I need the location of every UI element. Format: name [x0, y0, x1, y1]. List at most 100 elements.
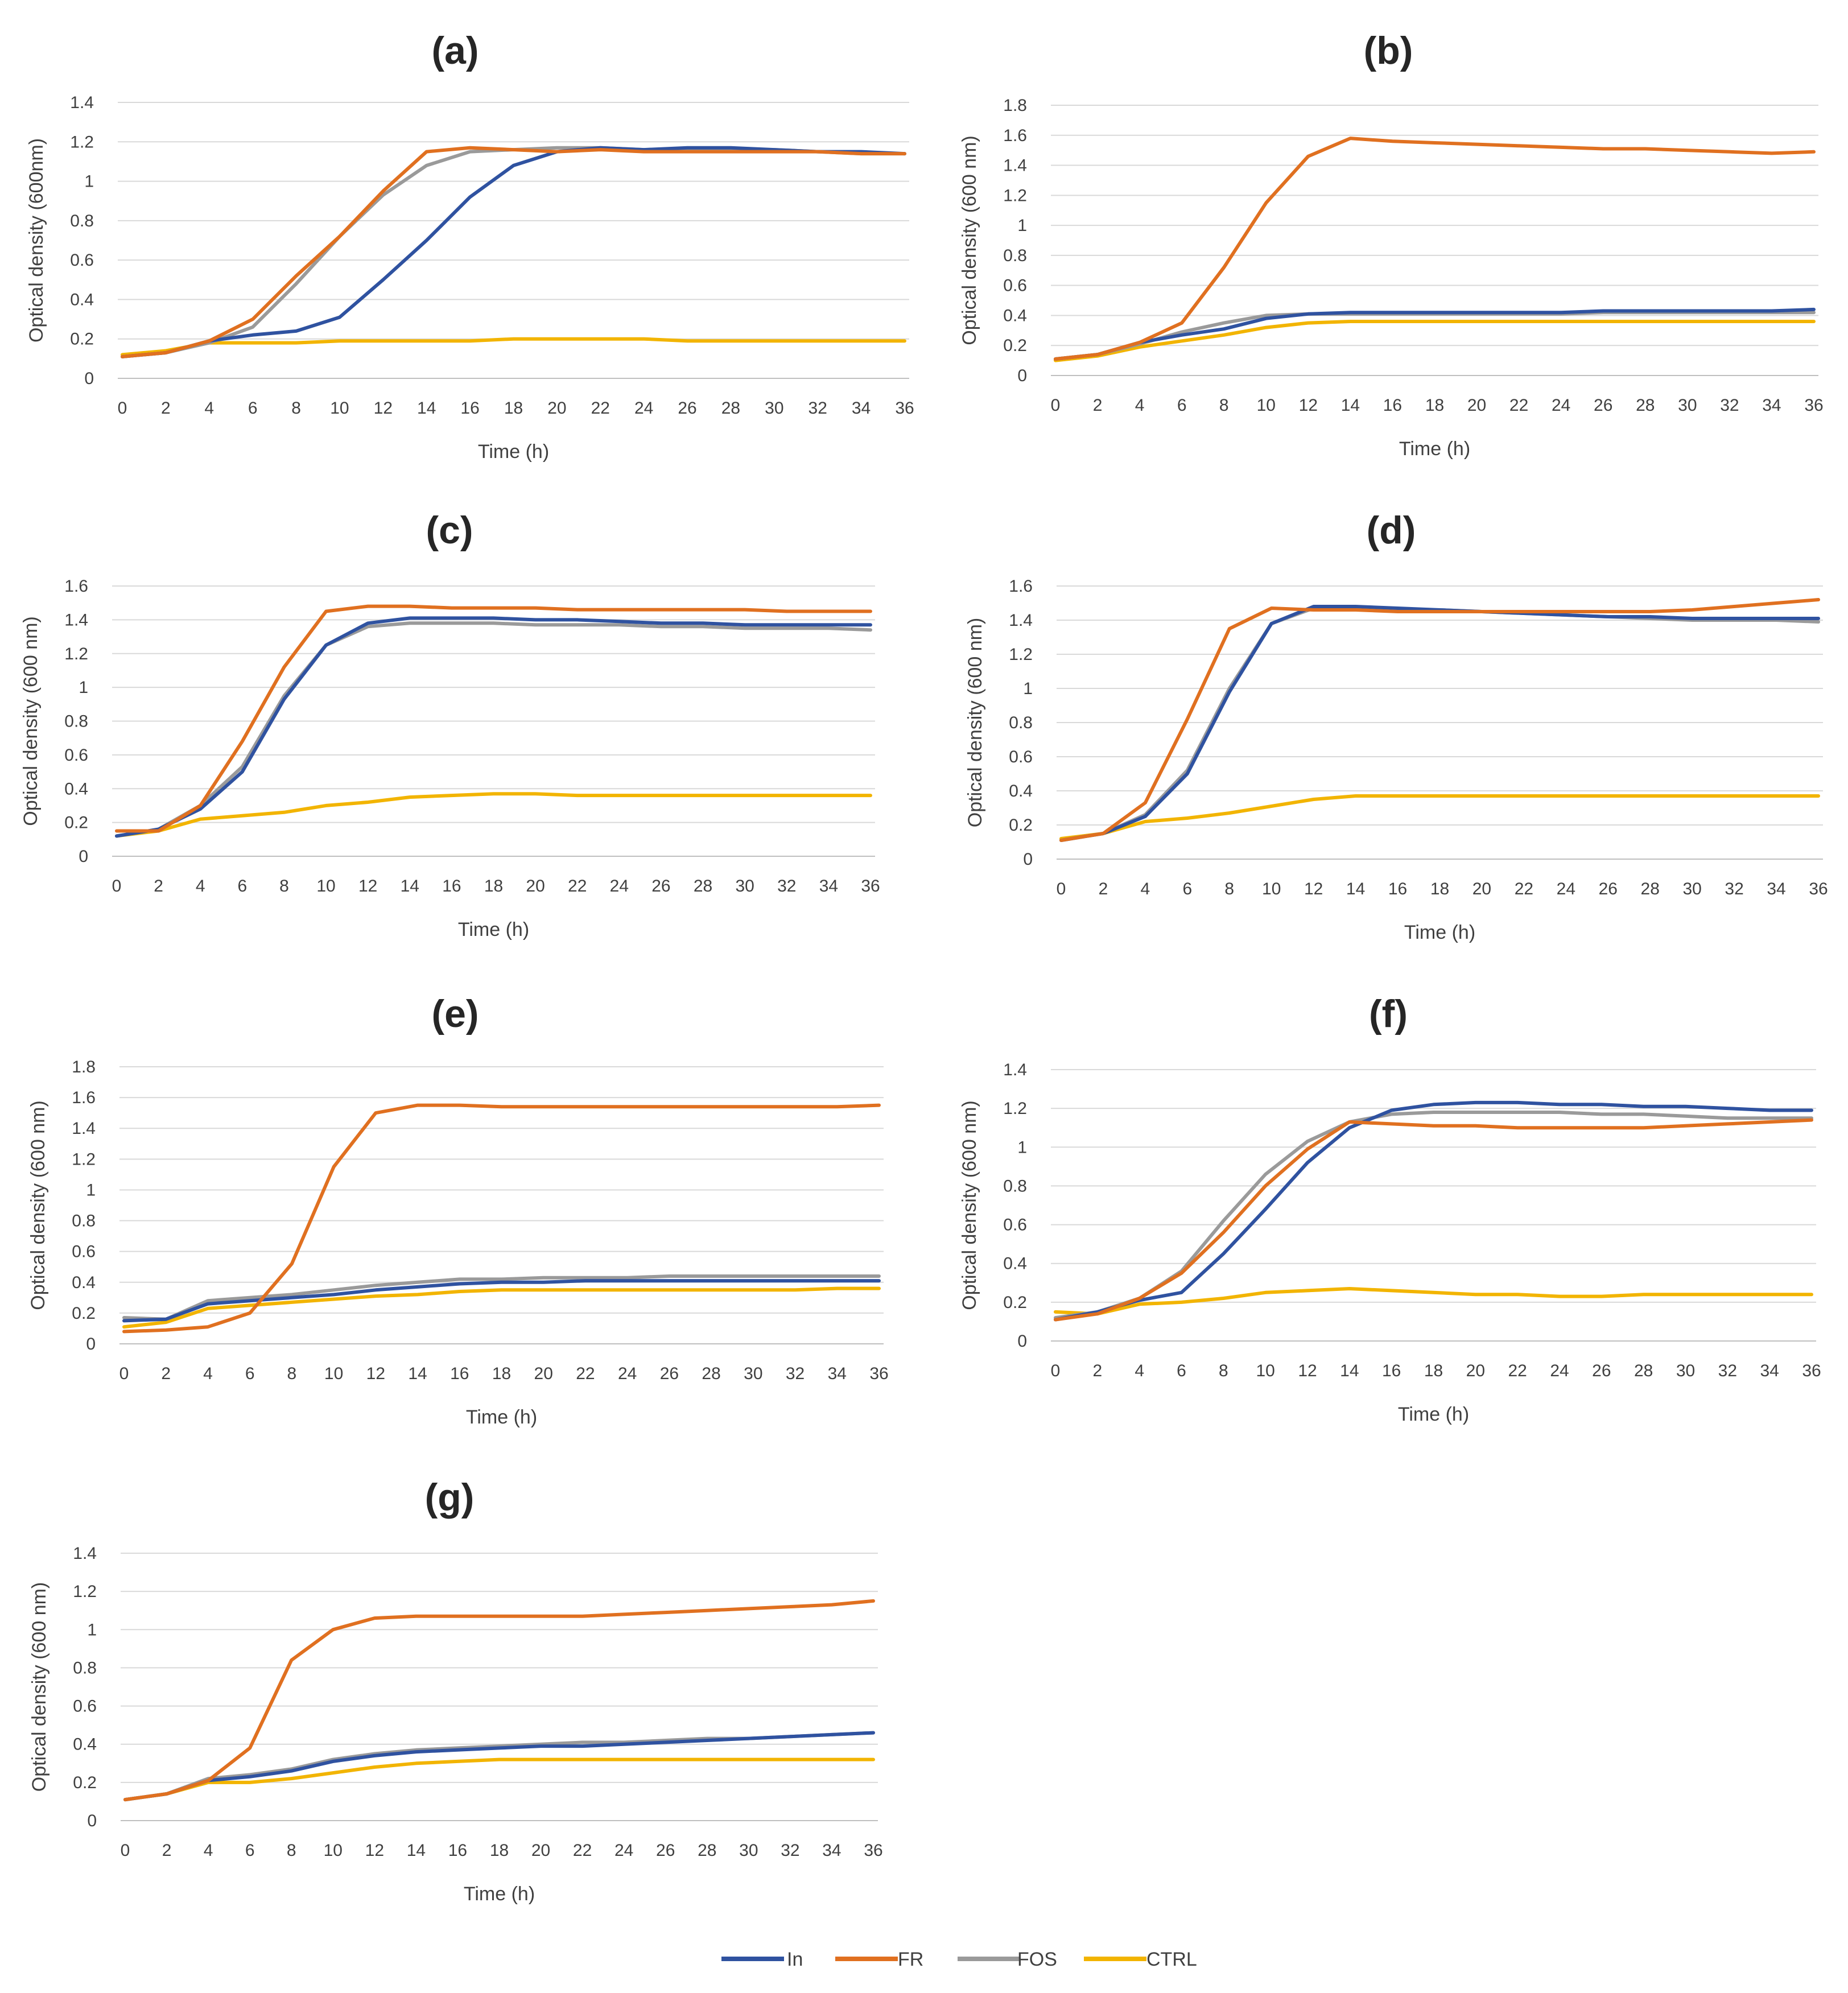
x-tick-label: 10 — [1262, 880, 1281, 898]
x-tick-label: 32 — [1725, 880, 1743, 898]
y-tick-label: 0.8 — [1003, 1177, 1027, 1195]
x-tick-label: 22 — [573, 1841, 592, 1860]
x-tick-label: 24 — [1550, 1361, 1569, 1380]
y-tick-label: 1.2 — [1003, 186, 1027, 205]
y-tick-label: 0.6 — [1003, 1216, 1027, 1235]
series-line-fr — [1054, 1118, 1813, 1322]
series-line-in — [1054, 1100, 1813, 1322]
x-tick-label: 16 — [1383, 396, 1402, 415]
x-tick-label: 14 — [1340, 1361, 1359, 1380]
x-tick-label: 2 — [162, 1841, 172, 1860]
y-tick-label: 1.2 — [1009, 645, 1033, 664]
chart-panel-b: 00.20.40.60.811.21.41.61.80 2 4 6 8 10 12 14 16 1… — [959, 29, 1824, 460]
chart-panel-c: 00.20.40.60.811.21.41.60 2 4 6 8 10 12 14 16 18 20… — [20, 509, 880, 940]
x-axis-label: Time (h) — [1399, 438, 1470, 460]
x-tick-label: 24 — [610, 877, 629, 896]
legend-label-fr: FR — [898, 1949, 923, 1970]
x-tick-label: 30 — [1676, 1361, 1695, 1380]
x-tick-label: 14 — [401, 877, 419, 896]
x-tick-label: 18 — [504, 399, 523, 418]
y-axis-label: Optical density (600nm) — [26, 138, 47, 343]
y-tick-label: 0.4 — [1003, 306, 1027, 325]
x-tick-label: 12 — [374, 399, 393, 418]
x-tick-label: 16 — [448, 1841, 467, 1860]
x-tick-label: 10 — [324, 1364, 343, 1383]
x-tick-label: 4 — [204, 1841, 213, 1860]
x-tick-label: 0 — [121, 1841, 130, 1860]
series-line-ctrl — [1054, 320, 1816, 362]
x-tick-label: 20 — [547, 399, 566, 418]
x-tick-label: 26 — [656, 1841, 675, 1860]
x-tick-label: 4 — [1141, 880, 1150, 898]
x-tick-label: 18 — [1430, 880, 1449, 898]
x-tick-label: 34 — [1762, 396, 1781, 415]
x-tick-label: 34 — [828, 1364, 847, 1383]
x-tick-label: 32 — [1720, 396, 1739, 415]
series-line-in — [1059, 605, 1820, 842]
y-tick-label: 0.4 — [1003, 1255, 1027, 1273]
x-tick-label: 4 — [196, 877, 205, 896]
x-tick-label: 0 — [112, 877, 122, 896]
x-tick-label: 20 — [1467, 396, 1486, 415]
y-tick-label: 1.4 — [1003, 156, 1027, 175]
x-tick-label: 6 — [1182, 880, 1192, 898]
x-axis-label: Time (h) — [458, 919, 529, 940]
y-axis-label: Optical density (600 nm) — [20, 616, 42, 826]
x-tick-label: 20 — [526, 877, 544, 896]
x-tick-label: 30 — [1678, 396, 1697, 415]
x-tick-label: 22 — [1508, 1361, 1527, 1380]
y-tick-label: 1.8 — [1003, 96, 1027, 115]
x-tick-label: 2 — [161, 399, 171, 418]
chart-title: (b) — [1364, 29, 1413, 72]
y-tick-label: 0.8 — [73, 1658, 97, 1677]
x-tick-label: 12 — [1299, 396, 1318, 415]
y-tick-label: 0 — [1023, 850, 1033, 869]
y-tick-label: 1 — [1023, 679, 1033, 698]
x-tick-label: 2 — [154, 877, 163, 896]
y-tick-label: 0.2 — [1003, 1293, 1027, 1312]
y-tick-label: 0 — [1017, 1332, 1027, 1351]
series-line-fr — [115, 604, 872, 833]
x-tick-label: 22 — [576, 1364, 595, 1383]
x-tick-label: 28 — [694, 877, 712, 896]
series-line-in — [1054, 307, 1816, 361]
x-axis-label: Time (h) — [1404, 922, 1475, 943]
x-tick-label: 6 — [1177, 1361, 1186, 1380]
x-tick-label: 32 — [1718, 1361, 1737, 1380]
x-tick-label: 24 — [618, 1364, 637, 1383]
series-line-fos — [123, 1731, 875, 1802]
x-tick-label: 24 — [634, 399, 653, 418]
series-line-fos — [1054, 1111, 1813, 1320]
x-tick-label: 0 — [1051, 396, 1061, 415]
x-tick-label: 26 — [660, 1364, 679, 1383]
x-tick-label: 22 — [1515, 880, 1533, 898]
x-tick-label: 16 — [1388, 880, 1407, 898]
y-axis-label: Optical density (600 nm) — [959, 1100, 980, 1310]
chart-title: (a) — [431, 29, 478, 72]
y-tick-label: 1.2 — [72, 1150, 96, 1169]
legend: In FR FOS CTRL — [721, 1949, 1197, 1970]
y-tick-label: 1.6 — [1009, 577, 1033, 596]
y-tick-label: 1 — [86, 1181, 96, 1199]
x-tick-label: 12 — [366, 1364, 385, 1383]
chart-panel-f: 00.20.40.60.811.21.40 2 4 6 8 10 12 14 16 18 20 22 2… — [959, 992, 1821, 1425]
y-tick-label: 0 — [86, 1335, 96, 1354]
x-tick-label: 28 — [721, 399, 740, 418]
y-tick-label: 0.2 — [72, 1304, 96, 1323]
x-tick-label: 18 — [1424, 1361, 1443, 1380]
x-tick-label: 0 — [1051, 1361, 1061, 1380]
legend-label-fos: FOS — [1017, 1949, 1057, 1970]
y-tick-label: 0 — [1017, 366, 1027, 385]
x-tick-label: 16 — [450, 1364, 469, 1383]
y-tick-label: 1 — [87, 1620, 97, 1639]
x-tick-label: 30 — [1682, 880, 1701, 898]
x-tick-label: 26 — [1592, 1361, 1611, 1380]
x-axis-label: Time (h) — [478, 441, 549, 463]
x-axis-label: Time (h) — [464, 1883, 535, 1905]
series-line-ctrl — [121, 337, 906, 357]
x-tick-label: 36 — [1804, 396, 1823, 415]
chart-title: (c) — [426, 509, 473, 552]
x-tick-label: 14 — [417, 399, 436, 418]
y-tick-label: 0.8 — [72, 1212, 96, 1231]
x-tick-label: 14 — [1341, 396, 1360, 415]
